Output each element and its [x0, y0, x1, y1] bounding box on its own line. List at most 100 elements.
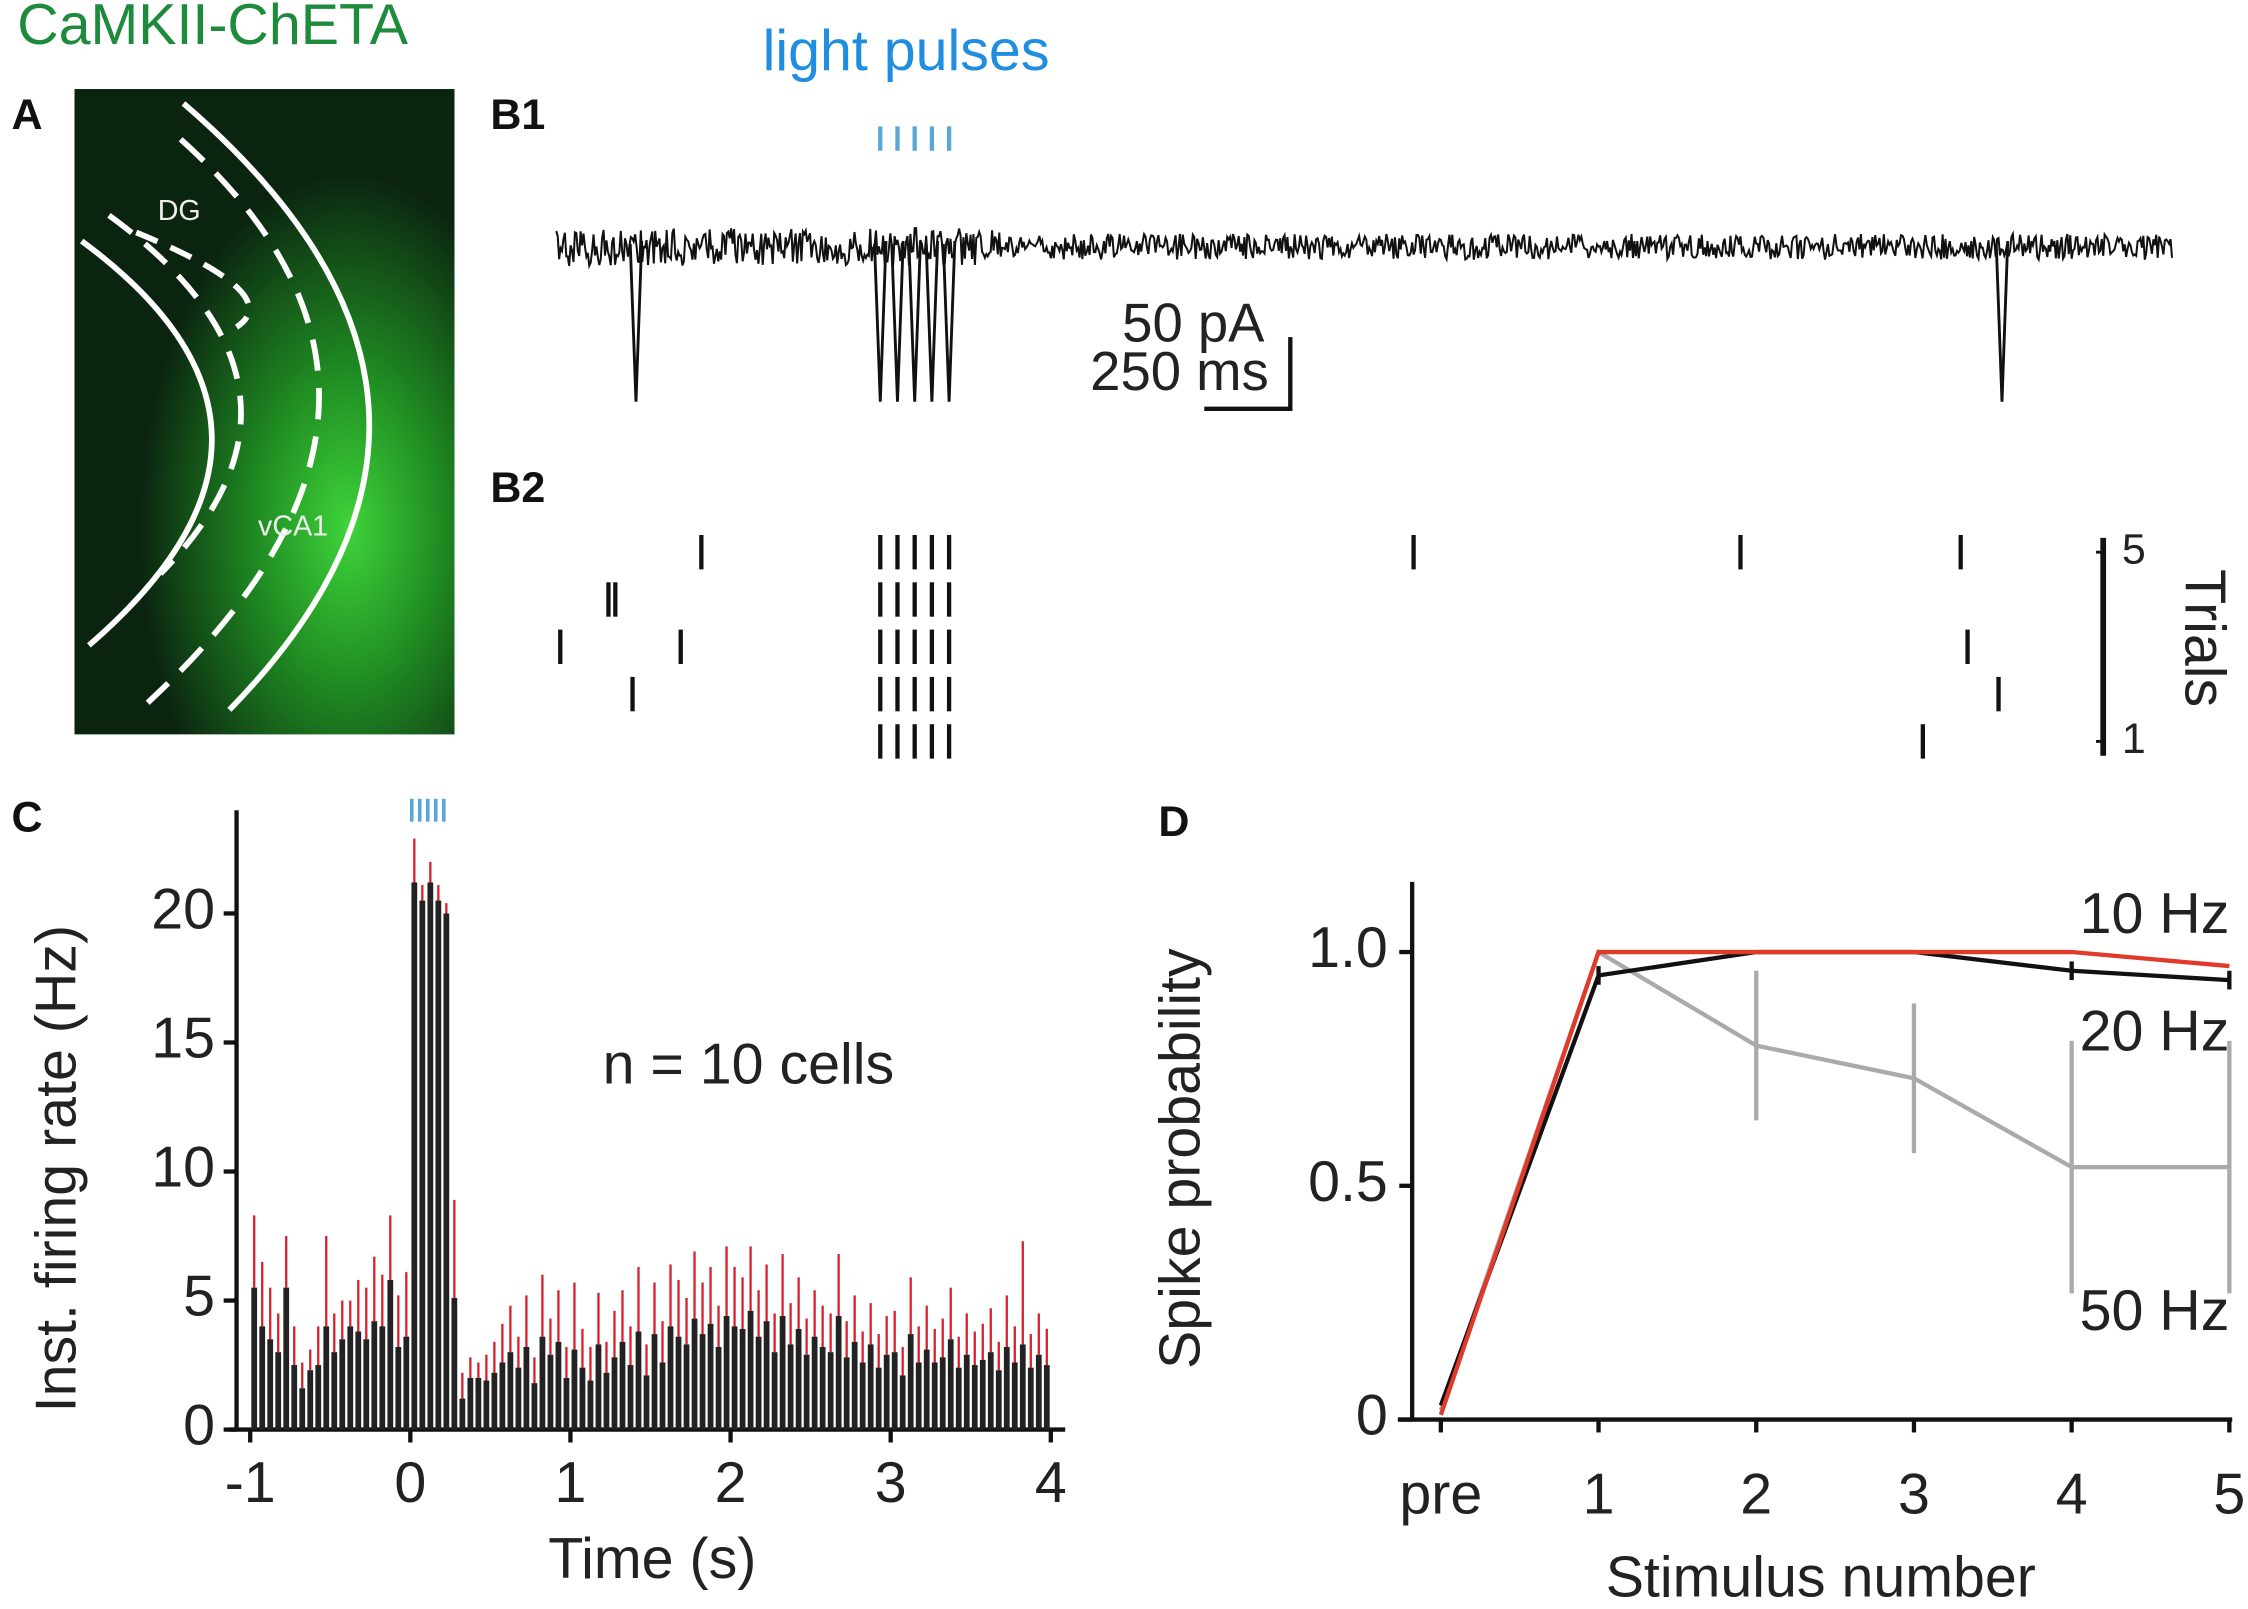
bar: [707, 1323, 714, 1430]
bar: [571, 1349, 578, 1430]
bar: [451, 1297, 458, 1430]
x-axis-label: Time (s): [548, 1527, 756, 1591]
bar: [347, 1326, 354, 1430]
y-tick-label: 1: [2122, 715, 2146, 763]
outline: [181, 101, 372, 712]
bar: [515, 1367, 522, 1430]
trace-event: [890, 241, 905, 402]
bar: [795, 1328, 802, 1430]
bar: [563, 1377, 570, 1430]
bar: [811, 1336, 818, 1430]
x-tick-label: 4: [1035, 1451, 1067, 1515]
y-tick-label: 20: [151, 878, 215, 942]
bar: [547, 1354, 554, 1430]
bar: [387, 1279, 394, 1430]
bar: [339, 1339, 346, 1430]
histology-image: DG vCA1: [74, 89, 455, 735]
bar: [715, 1347, 722, 1430]
y-tick-label: 1.0: [1308, 916, 1388, 980]
x-tick-label: pre: [1399, 1463, 1482, 1527]
bar: [531, 1383, 538, 1430]
bar: [931, 1362, 938, 1430]
bar: [995, 1370, 1002, 1430]
bar: [443, 913, 450, 1430]
outline: [80, 238, 215, 648]
series-label: 10 Hz: [2080, 882, 2230, 946]
bar: [315, 1365, 322, 1430]
bar: [403, 1336, 410, 1430]
trace-event: [1994, 241, 2010, 402]
bar: [299, 1388, 306, 1430]
x-tick-label: 0: [394, 1451, 426, 1515]
y-axis-label: Inst. firing rate (Hz): [24, 925, 88, 1412]
panel-label: B1: [490, 91, 545, 139]
y-tick-label: 5: [183, 1265, 215, 1329]
bar: [555, 1341, 562, 1430]
bar: [651, 1334, 658, 1430]
x-tick-label: 1: [1583, 1463, 1615, 1527]
region-label: vCA1: [258, 510, 328, 542]
bar: [427, 882, 434, 1430]
bar: [691, 1318, 698, 1430]
bar: [835, 1316, 842, 1430]
bar: [915, 1362, 922, 1430]
bar: [939, 1357, 946, 1430]
bar: [595, 1344, 602, 1430]
bar: [395, 1347, 402, 1430]
bar: [363, 1339, 370, 1430]
scale-bar-label: 50 pA: [1122, 292, 1265, 353]
bar: [635, 1331, 642, 1430]
bar: [875, 1367, 882, 1430]
scale-bar-label: 250 ms: [1090, 341, 1269, 402]
y-axis-label: Spike probability: [1148, 948, 1212, 1369]
outline-dashed: [107, 212, 244, 576]
bar: [747, 1310, 754, 1430]
scale-bar: [1204, 337, 1293, 411]
bar: [291, 1365, 298, 1430]
y-tick-label: 10: [151, 1136, 215, 1200]
bar: [371, 1321, 378, 1430]
panel-label: D: [1158, 798, 1189, 846]
bar: [1027, 1367, 1034, 1430]
bar: [923, 1349, 930, 1430]
trace-event: [873, 241, 888, 402]
bar: [947, 1339, 954, 1430]
bar: [499, 1362, 506, 1430]
bar: [683, 1344, 690, 1430]
trace-event: [924, 241, 940, 402]
y-tick-label: 0: [183, 1394, 215, 1458]
x-tick-label: 2: [715, 1451, 747, 1515]
y-tick-label: 5: [2122, 526, 2146, 574]
bar: [667, 1326, 674, 1430]
bar: [1019, 1344, 1026, 1430]
figure-title: CaMKII-ChETA: [17, 0, 409, 57]
bar: [891, 1352, 898, 1430]
bar: [523, 1347, 530, 1430]
bar: [979, 1359, 986, 1430]
bar: [867, 1344, 874, 1430]
bar: [971, 1365, 978, 1430]
series-label: 20 Hz: [2080, 999, 2230, 1063]
bar: [843, 1357, 850, 1430]
bar: [963, 1354, 970, 1430]
y-tick-label: 15: [151, 1007, 215, 1071]
bar: [803, 1354, 810, 1430]
x-tick-label: 2: [1740, 1463, 1772, 1527]
panel-label: C: [11, 794, 42, 842]
region-outlines: [80, 101, 372, 712]
bar: [771, 1352, 778, 1430]
bar: [787, 1344, 794, 1430]
series-label: 50 Hz: [2080, 1279, 2230, 1343]
x-tick-label: 5: [2213, 1463, 2245, 1527]
trace-event: [628, 241, 644, 402]
bar: [251, 1287, 258, 1430]
bar: [987, 1352, 994, 1430]
bar: [627, 1365, 634, 1430]
image-fluorescence: [74, 89, 455, 735]
bar: [323, 1326, 330, 1430]
x-tick-label: -1: [225, 1451, 276, 1515]
bar: [579, 1367, 586, 1430]
bar: [419, 900, 426, 1430]
